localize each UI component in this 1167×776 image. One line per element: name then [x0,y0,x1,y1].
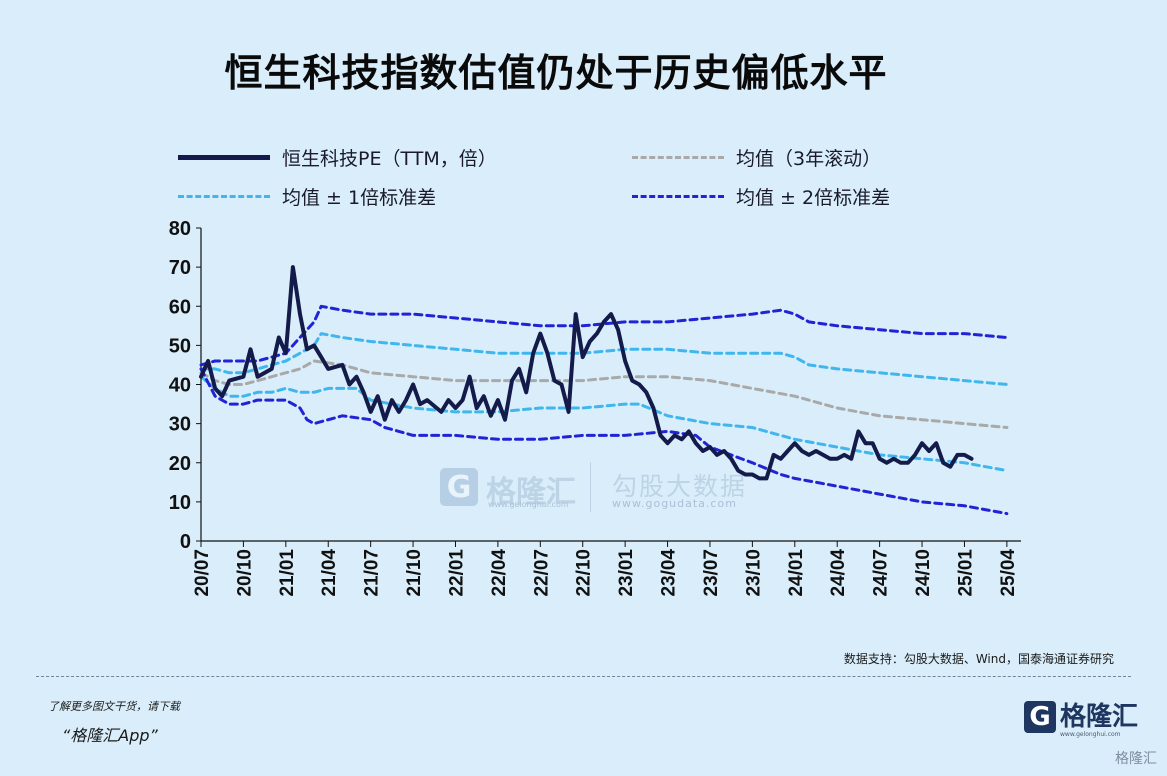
x-tick-label: 20/10 [234,549,255,597]
y-tick-label: 40 [169,375,191,397]
x-tick-label: 21/07 [362,549,383,597]
y-tick-label: 70 [169,257,191,279]
x-tick-label: 23/01 [616,549,637,597]
series-line-均值 − 2倍标准差 [199,367,1009,516]
x-tick-label: 21/01 [277,549,298,597]
x-tick-label: 24/04 [828,549,849,597]
logo-icon: G [1024,701,1056,733]
x-tick-label: 24/10 [913,549,934,597]
x-tick-label: 21/04 [319,549,340,597]
series-line-恒生科技PE（TTM，倍） [199,265,974,481]
series-line-均值 + 1倍标准差 [199,332,1009,386]
logo-name: 格隆汇 [1060,702,1139,732]
y-tick-label: 30 [169,414,191,436]
brand-logo[interactable]: G 格隆汇 [1024,701,1138,733]
watermark-brand: 格隆汇 [486,475,576,510]
x-tick-label: 25/01 [955,549,976,597]
watermark-logo-icon: G [440,468,478,506]
y-tick-label: 80 [169,218,191,240]
x-tick-label: 24/07 [871,549,892,597]
legend-sd2-label: 均值 ± 2倍标准差 [736,187,891,209]
legend-sd1: 均值 ± 1倍标准差 [178,183,436,210]
y-tick-label: 10 [169,492,191,514]
legend-sd1-label: 均值 ± 1倍标准差 [282,187,437,209]
x-tick-label: 24/01 [786,549,807,597]
watermark-brand-url: www.gelonghui.com [488,500,569,509]
legend-pe-label: 恒生科技PE（TTM，倍） [282,148,497,170]
legend-mean-label: 均值（3年滚动） [736,148,882,170]
legend-sd2: 均值 ± 2倍标准差 [632,183,890,210]
series-line-均值（3年滚动） [199,359,1009,429]
x-tick-label: 22/01 [446,549,467,597]
series-line-均值 + 2倍标准差 [199,304,1009,367]
data-source: 数据支持：勾股大数据、Wind，国泰海通证券研究 [843,652,1114,666]
promo-line-2: “格隆汇App” [62,726,158,745]
legend-sd2-swatch [632,195,724,198]
pe-chart: 0 10 20 30 40 50 60 70 80 20/07 20/10 21/01 21/04 21/… [169,218,1021,597]
x-tick-label: 23/07 [701,549,722,597]
legend-pe: 恒生科技PE（TTM，倍） [178,144,497,171]
footer-divider [36,676,1131,677]
promo-line-1: 了解更多图文干货，请下载 [48,700,180,713]
watermark-source: 勾股大数据 [612,472,748,501]
legend-mean-swatch [632,156,724,159]
legend-mean: 均值（3年滚动） [632,144,881,171]
y-tick-label: 20 [169,453,191,475]
watermark-separator [590,462,591,512]
x-tick-label: 22/07 [531,549,552,597]
legend-sd1-swatch [178,195,270,198]
watermark-source-url: www.gogudata.com [612,497,737,510]
chart-title: 恒生科技指数估值仍处于历史偏低水平 [224,51,888,95]
x-tick-label: 23/10 [743,549,764,597]
y-tick-label: 60 [169,296,191,318]
y-tick-label: 0 [180,531,191,553]
x-tick-label: 21/10 [404,549,425,597]
x-tick-label: 23/04 [659,549,680,597]
logo-url: www.gelonghui.com [1060,731,1121,738]
corner-watermark: 格隆汇 [1115,751,1157,767]
x-tick-label: 20/07 [192,549,213,597]
y-tick-label: 50 [169,335,191,357]
x-tick-label: 22/10 [574,549,595,597]
series-line-均值 − 1倍标准差 [199,375,1009,473]
legend-pe-swatch [178,155,270,160]
x-tick-label: 25/04 [998,549,1019,597]
x-tick-label: 22/04 [489,549,510,597]
